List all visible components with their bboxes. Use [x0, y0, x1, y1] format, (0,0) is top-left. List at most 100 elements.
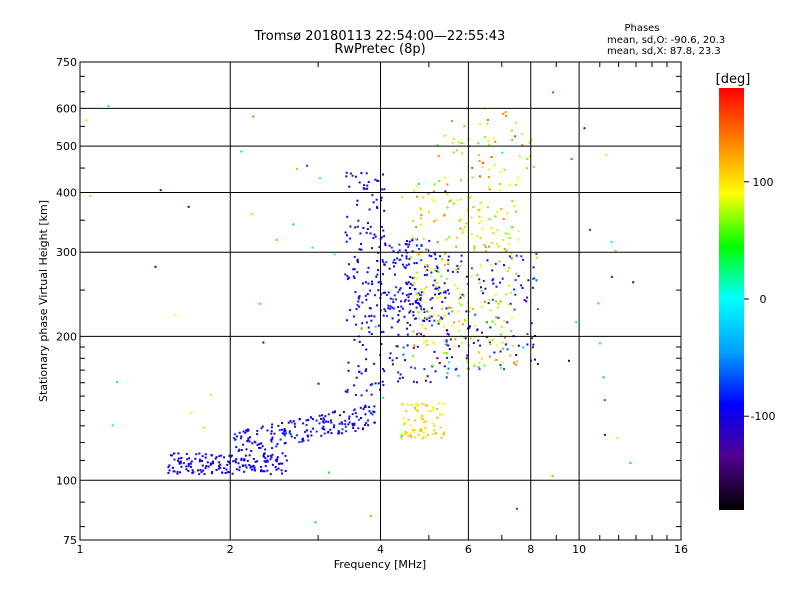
data-point	[305, 419, 308, 422]
data-point	[461, 341, 464, 344]
data-point	[359, 232, 362, 235]
data-point	[367, 222, 369, 224]
y-tick-label: 300	[56, 246, 77, 259]
data-point	[456, 287, 459, 290]
data-point	[253, 466, 256, 469]
data-point	[526, 296, 529, 299]
data-point	[483, 108, 486, 111]
data-point	[438, 362, 441, 364]
data-point	[433, 350, 436, 353]
data-point	[204, 467, 207, 470]
data-point	[407, 299, 410, 302]
data-point	[438, 402, 441, 405]
data-point	[456, 264, 459, 267]
data-point	[500, 333, 502, 336]
data-point	[570, 158, 573, 161]
data-point	[454, 338, 457, 341]
data-point	[448, 292, 450, 295]
data-point	[530, 335, 533, 338]
data-point	[403, 423, 405, 426]
data-point	[245, 466, 248, 469]
data-point	[532, 165, 535, 168]
data-point	[482, 292, 485, 295]
data-point	[436, 242, 439, 245]
data-point	[287, 421, 290, 424]
data-point	[407, 281, 410, 284]
data-point	[242, 430, 245, 433]
data-point	[404, 298, 407, 301]
data-point	[610, 275, 613, 278]
data-point	[491, 269, 494, 272]
data-point	[531, 286, 534, 289]
data-point	[418, 247, 421, 250]
data-point	[360, 242, 362, 245]
data-point	[421, 418, 424, 421]
data-point	[351, 422, 354, 425]
data-point	[362, 427, 365, 430]
data-point	[373, 405, 376, 408]
data-point	[468, 327, 471, 329]
data-point	[381, 188, 384, 191]
data-point	[418, 317, 421, 320]
data-point	[354, 226, 357, 229]
data-point	[244, 464, 247, 467]
data-point	[382, 173, 384, 176]
phases-o-mode: mean, sd,O: -90.6, 20.3	[607, 35, 725, 46]
data-point	[387, 307, 390, 310]
data-point	[503, 247, 506, 250]
data-point	[525, 300, 528, 303]
data-point	[271, 447, 273, 450]
data-point	[374, 325, 377, 328]
data-point	[349, 172, 352, 175]
x-axis-label: Frequency [MHz]	[334, 558, 426, 571]
data-point	[251, 468, 253, 471]
data-point	[432, 314, 435, 317]
data-point	[418, 182, 420, 185]
data-point	[487, 176, 490, 179]
data-point	[404, 267, 407, 270]
data-point	[517, 176, 520, 179]
data-point	[361, 282, 364, 285]
data-point	[455, 245, 458, 248]
data-point	[406, 333, 409, 336]
scatter-points	[85, 91, 635, 524]
data-point	[417, 302, 419, 305]
data-point	[479, 175, 481, 178]
data-point	[347, 423, 350, 426]
data-point	[333, 253, 336, 256]
data-point	[514, 135, 516, 138]
data-point	[240, 457, 243, 460]
data-point	[269, 458, 272, 461]
data-point	[357, 261, 359, 264]
data-point	[468, 196, 471, 199]
data-point	[443, 352, 446, 354]
data-point	[603, 433, 606, 436]
data-point	[309, 430, 312, 433]
data-point	[426, 264, 429, 267]
colorbar-tick-label: 100	[753, 176, 774, 189]
data-point	[413, 288, 416, 291]
data-point	[455, 199, 458, 202]
data-point	[478, 281, 481, 284]
data-point	[465, 275, 468, 278]
data-point	[495, 243, 498, 246]
data-point	[250, 449, 253, 452]
data-point	[233, 433, 236, 436]
data-point	[242, 465, 245, 468]
data-point	[429, 381, 432, 384]
data-point	[360, 248, 363, 251]
data-point	[415, 408, 418, 411]
data-point	[288, 430, 291, 433]
data-point	[369, 307, 372, 310]
data-point	[415, 301, 418, 304]
data-point	[438, 413, 441, 416]
data-point	[495, 285, 498, 288]
data-point	[460, 179, 462, 182]
data-point	[400, 437, 403, 440]
data-point	[506, 321, 509, 324]
data-point	[447, 259, 450, 262]
data-point	[488, 218, 491, 221]
data-point	[536, 308, 539, 311]
data-point	[365, 368, 368, 371]
data-point	[407, 245, 410, 248]
